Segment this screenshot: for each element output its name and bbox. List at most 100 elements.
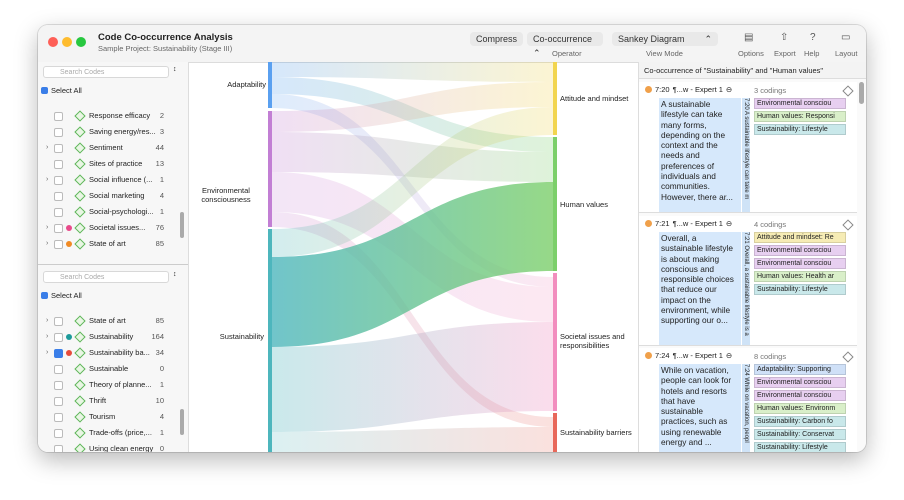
operator-select[interactable]: Co-occurrence ⌃ bbox=[527, 32, 603, 58]
quotation-card[interactable]: 7:21 ¶...w - Expert 1 ⊖ 4 codings Overall, a… bbox=[639, 216, 857, 346]
code-row[interactable]: › Sentiment 44 bbox=[38, 141, 178, 155]
code-tag[interactable]: Attitude and mindset: Re bbox=[754, 232, 846, 243]
quotation-icon bbox=[645, 220, 652, 227]
quotation-card[interactable]: 7:24 ¶...w - Expert 1 ⊖ 8 codings While on v… bbox=[639, 348, 857, 452]
checkbox[interactable] bbox=[54, 208, 63, 217]
checkbox[interactable] bbox=[54, 160, 63, 169]
code-icon bbox=[74, 411, 86, 423]
toolbar-icon[interactable]: ⇧ bbox=[780, 32, 789, 43]
sort-button[interactable]: ↕ bbox=[173, 66, 177, 73]
checkbox[interactable] bbox=[54, 144, 63, 153]
code-row[interactable]: Response efficacy 2 bbox=[38, 109, 178, 123]
checkbox[interactable] bbox=[54, 240, 63, 249]
code-row[interactable]: Thrift 10 bbox=[38, 394, 178, 408]
compress-button[interactable]: Compress bbox=[470, 32, 524, 46]
code-tag[interactable]: Sustainability: Conservat bbox=[754, 429, 846, 440]
code-row[interactable]: Saving energy/res... 3 bbox=[38, 125, 178, 139]
quotation-id: 7:21 bbox=[655, 219, 670, 228]
toolbar-icon[interactable]: ▤ bbox=[744, 32, 754, 43]
code-row[interactable]: Trade-offs (price,... 1 bbox=[38, 426, 178, 440]
toolbar-button-label[interactable]: Options bbox=[738, 49, 764, 58]
code-color bbox=[66, 241, 72, 247]
expand-chevron[interactable]: › bbox=[46, 176, 49, 183]
sankey-link[interactable] bbox=[272, 107, 553, 257]
checkbox[interactable] bbox=[54, 176, 63, 185]
expand-chevron[interactable]: › bbox=[46, 317, 49, 324]
code-row[interactable]: Using clean energy 0 bbox=[38, 442, 178, 452]
code-tag[interactable]: Human values: Responsi bbox=[754, 111, 846, 122]
checkbox[interactable] bbox=[54, 128, 63, 137]
checkbox[interactable] bbox=[54, 112, 63, 121]
code-tag[interactable]: Sustainability: Lifestyle bbox=[754, 442, 846, 452]
sort-button[interactable]: ↕ bbox=[173, 271, 177, 278]
sankey-link[interactable] bbox=[272, 62, 553, 82]
collapse-icon[interactable]: ⊖ bbox=[725, 85, 733, 94]
checkbox[interactable] bbox=[54, 333, 63, 342]
code-tag[interactable]: Sustainability: Carbon fo bbox=[754, 416, 846, 427]
checkbox[interactable] bbox=[54, 397, 63, 406]
code-row[interactable]: Social-psychologi... 1 bbox=[38, 205, 178, 219]
code-row[interactable]: Sustainable 0 bbox=[38, 362, 178, 376]
quotation-card[interactable]: 7:20 ¶...w - Expert 1 ⊖ 3 codings A sustaina… bbox=[639, 82, 857, 213]
expand-chevron[interactable]: › bbox=[46, 224, 49, 231]
minimize-button[interactable] bbox=[62, 37, 72, 47]
code-row[interactable]: Theory of planne... 1 bbox=[38, 378, 178, 392]
sankey-link[interactable] bbox=[272, 212, 553, 427]
select-all[interactable]: Select All bbox=[41, 291, 82, 300]
code-tag[interactable]: Environmental consciou bbox=[754, 390, 846, 401]
zoom-button[interactable] bbox=[76, 37, 86, 47]
code-tag[interactable]: Environmental consciou bbox=[754, 245, 846, 256]
select-all-checkbox[interactable] bbox=[41, 292, 48, 299]
view-mode-select[interactable]: Sankey Diagram ⌃ bbox=[612, 32, 718, 46]
expand-chevron[interactable]: › bbox=[46, 144, 49, 151]
toolbar-button-label[interactable]: Export bbox=[774, 49, 796, 58]
codings-count: 3 codings bbox=[754, 86, 787, 95]
code-row[interactable]: › State of art 85 bbox=[38, 314, 178, 328]
checkbox[interactable] bbox=[54, 224, 63, 233]
code-row[interactable]: Sites of practice 13 bbox=[38, 157, 178, 171]
sankey-link[interactable] bbox=[272, 132, 553, 182]
toolbar-icon[interactable]: ? bbox=[810, 32, 816, 43]
code-tag[interactable]: Environmental consciou bbox=[754, 377, 846, 388]
code-tag[interactable]: Sustainability: Lifestyle bbox=[754, 284, 846, 295]
code-tag[interactable]: Environmental consciou bbox=[754, 98, 846, 109]
checkbox[interactable] bbox=[54, 413, 63, 422]
search-field[interactable]: Search Codes bbox=[43, 271, 169, 283]
code-tag[interactable]: Human values: Environm bbox=[754, 403, 846, 414]
checkbox[interactable] bbox=[54, 192, 63, 201]
code-tag[interactable]: Adaptability: Supporting bbox=[754, 364, 846, 375]
code-row[interactable]: › Sustainability 164 bbox=[38, 330, 178, 344]
sankey-link[interactable] bbox=[272, 182, 553, 347]
code-tag[interactable]: Sustainability: Lifestyle bbox=[754, 124, 846, 135]
expand-chevron[interactable]: › bbox=[46, 349, 49, 356]
select-all-checkbox[interactable] bbox=[41, 87, 48, 94]
code-row[interactable]: › State of art 85 bbox=[38, 237, 178, 251]
checkbox[interactable] bbox=[54, 365, 63, 374]
code-row[interactable]: › Social influence (... 1 bbox=[38, 173, 178, 187]
sankey-link[interactable] bbox=[272, 322, 553, 432]
checkbox[interactable] bbox=[54, 349, 63, 358]
code-row[interactable]: › Sustainability ba... 34 bbox=[38, 346, 178, 360]
code-row[interactable]: Social marketing 4 bbox=[38, 189, 178, 203]
checkbox[interactable] bbox=[54, 429, 63, 438]
toolbar-button-label[interactable]: Layout bbox=[835, 49, 858, 58]
toolbar-icon[interactable]: ▭ bbox=[841, 32, 851, 43]
code-row[interactable]: Tourism 4 bbox=[38, 410, 178, 424]
scrollbar[interactable] bbox=[859, 82, 864, 104]
search-field[interactable]: Search Codes bbox=[43, 66, 169, 78]
code-row[interactable]: › Societal issues... 76 bbox=[38, 221, 178, 235]
collapse-icon[interactable]: ⊖ bbox=[725, 351, 733, 360]
checkbox[interactable] bbox=[54, 381, 63, 390]
sankey-link[interactable] bbox=[272, 427, 553, 452]
select-all[interactable]: Select All bbox=[41, 86, 82, 95]
toolbar-button-label[interactable]: Help bbox=[804, 49, 820, 58]
code-tag[interactable]: Human values: Health ar bbox=[754, 271, 846, 282]
close-button[interactable] bbox=[48, 37, 58, 47]
sankey-link[interactable] bbox=[272, 82, 553, 132]
expand-chevron[interactable]: › bbox=[46, 333, 49, 340]
checkbox[interactable] bbox=[54, 445, 63, 452]
collapse-icon[interactable]: ⊖ bbox=[725, 219, 733, 228]
checkbox[interactable] bbox=[54, 317, 63, 326]
expand-chevron[interactable]: › bbox=[46, 240, 49, 247]
code-tag[interactable]: Environmental consciou bbox=[754, 258, 846, 269]
